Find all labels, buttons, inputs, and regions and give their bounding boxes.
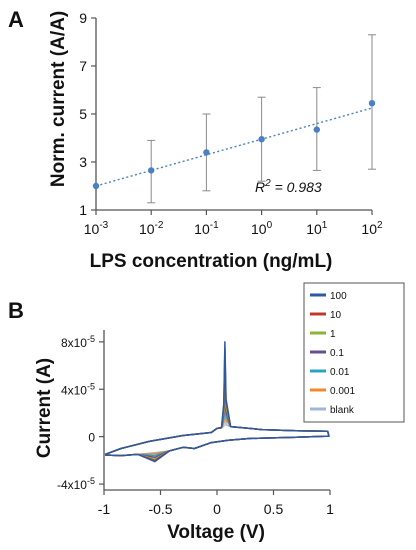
panel-b-axes bbox=[99, 330, 331, 495]
panel-a-axes bbox=[91, 17, 373, 215]
panel-b-legend-label: 0.001 bbox=[330, 386, 355, 397]
panel-a-trendline bbox=[95, 107, 373, 187]
panel-b-y-tick-label: 4x10-5 bbox=[61, 381, 95, 397]
panel-a-trendline-path bbox=[95, 107, 373, 187]
panel-a-label: A bbox=[8, 7, 24, 32]
panel-a-y-tick-label: 5 bbox=[79, 106, 87, 122]
panel-a-y-tick-labels: 1 3 5 7 9 bbox=[79, 10, 87, 218]
panel-b-y-tick-labels: -4x10-5 0 4x10-5 8x10-5 bbox=[57, 334, 95, 492]
panel-b-legend-label: 0.01 bbox=[330, 367, 350, 378]
panel-a-data-point bbox=[368, 100, 376, 107]
panel-a-data-point bbox=[258, 136, 265, 143]
panel-a-x-tick-label: 10-2 bbox=[139, 220, 164, 237]
panel-b-cv-curve-0.001 bbox=[104, 394, 330, 457]
panel-b-legend-label: 10 bbox=[330, 310, 342, 321]
panel-a-y-tick-label: 7 bbox=[79, 58, 87, 74]
panel-a-y-axis-label: Norm. current (A/A) bbox=[48, 11, 69, 187]
panel-b-x-tick-label: -1 bbox=[98, 501, 111, 517]
panel-b-x-tick-label: 0 bbox=[213, 501, 221, 517]
panel-a-data-point bbox=[148, 167, 155, 174]
panel-b-cv-curve-0.01 bbox=[104, 383, 330, 457]
panel-b-x-tick-labels: -1 -0.5 0 0.5 1 bbox=[98, 501, 334, 517]
panel-a-error-bars bbox=[147, 34, 376, 204]
r-squared-annotation: R2 = 0.983 bbox=[255, 178, 322, 195]
panel-b-x-tick-label: 1 bbox=[326, 501, 334, 517]
panel-b-legend: 100 10 1 0.1 0.01 0.001 blank bbox=[303, 282, 405, 423]
panel-a-x-tick-label: 101 bbox=[306, 220, 328, 237]
panel-a-y-tick-label: 1 bbox=[79, 202, 87, 218]
panel-a-x-tick-label: 10-3 bbox=[84, 220, 109, 237]
panel-a-y-tick-label: 3 bbox=[79, 154, 87, 170]
panel-b-label: B bbox=[8, 298, 24, 323]
panel-b-legend-label: 1 bbox=[330, 329, 336, 340]
panel-a-x-tick-label: 102 bbox=[361, 220, 383, 237]
panel-b-y-axis-label: Current (A) bbox=[34, 358, 55, 458]
panel-b-x-tick-label: -0.5 bbox=[148, 501, 172, 517]
panel-a-y-tick-label: 9 bbox=[79, 10, 87, 26]
panel-b-legend-label: 0.1 bbox=[330, 348, 344, 359]
panel-b-legend-label: blank bbox=[330, 405, 355, 416]
panel-a-data-point bbox=[313, 126, 320, 133]
panel-a-x-tick-labels: 10-3 10-2 10-1 100 101 102 bbox=[84, 220, 383, 237]
panel-a-data-point bbox=[92, 182, 100, 190]
panel-a-points bbox=[92, 100, 376, 190]
panel-b-y-tick-label: 0 bbox=[88, 431, 95, 445]
panel-a: A 10-3 10-2 10-1 100 101 102 1 3 5 7 9 R2 = 0.983… bbox=[8, 7, 383, 272]
panel-b-y-tick-label: -4x10-5 bbox=[57, 476, 95, 492]
panel-b-y-tick-label: 8x10-5 bbox=[61, 334, 95, 350]
panel-a-x-tick-label: 10-1 bbox=[194, 220, 219, 237]
panel-a-x-axis-label: LPS concentration (ng/mL) bbox=[90, 251, 333, 272]
panel-b-legend-label: 100 bbox=[330, 291, 347, 302]
panel-b-x-axis-label: Voltage (V) bbox=[167, 522, 265, 543]
panel-a-data-point bbox=[203, 149, 210, 156]
panel-a-x-tick-label: 100 bbox=[251, 220, 273, 237]
panel-b-cv-curve-100 bbox=[104, 341, 330, 463]
panel-b-x-tick-label: 0.5 bbox=[264, 501, 284, 517]
panel-b-cv-curves bbox=[104, 341, 330, 463]
